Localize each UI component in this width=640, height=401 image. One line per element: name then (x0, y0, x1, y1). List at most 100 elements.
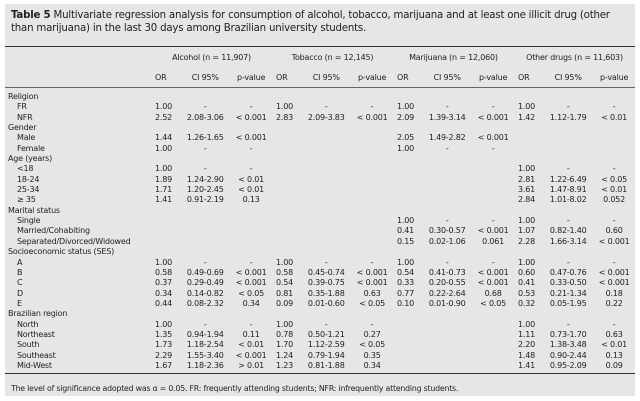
cell (230, 226, 272, 236)
cell: < 0.001 (235, 133, 267, 143)
cell: 1.12-2.59 (307, 340, 345, 350)
cell: 0.63 (363, 288, 381, 298)
table-row: Single 1.00 - - 1.00 - - (5, 216, 635, 226)
cell (393, 164, 422, 174)
cell: - (491, 102, 495, 112)
cell (301, 144, 351, 154)
cell: 0.39-0.75 (307, 278, 345, 288)
cell (422, 123, 472, 133)
cell (543, 144, 593, 154)
cell (422, 351, 472, 361)
row-label: ≥ 35 (17, 195, 36, 205)
table-row: Separated/Divorced/Widowed 0.15 0.02-1.06 0… (5, 237, 635, 247)
cell (472, 195, 514, 205)
cell: - (445, 143, 449, 153)
subheader-row: OR CI 95% p-value OR CI 95% p-value OR CI 95% p-… (5, 69, 635, 88)
cell: 0.91-2.19 (186, 195, 224, 205)
row-label: Mid-West (5, 360, 152, 375)
cell (351, 195, 393, 205)
cell: - (445, 257, 449, 267)
cell (422, 154, 472, 164)
cell: 2.09-3.83 (307, 112, 345, 122)
cell: < 0.05 (359, 340, 386, 350)
table-row: ≥ 35 1.41 0.91-2.19 0.13 2.84 1.01-8.02 0.052 (5, 195, 635, 205)
cell: 0.53 (517, 288, 535, 298)
cell (543, 133, 593, 143)
cell (180, 123, 230, 133)
cell (351, 154, 393, 164)
cell: - (324, 102, 328, 112)
cell: < 0.05 (601, 174, 628, 184)
cell (514, 247, 543, 257)
cell (351, 226, 393, 236)
regression-table: Alcohol (n = 11,907) Tobacco (n = 12,145)… (5, 46, 635, 375)
cell: 0.15 (396, 236, 414, 246)
cell (351, 309, 393, 319)
row-label: C (17, 278, 23, 288)
cell (514, 88, 543, 103)
cell: 0.37 (155, 278, 173, 288)
row-label: Separated/Divorced/Widowed (17, 236, 131, 246)
cell (422, 206, 472, 216)
cell (393, 247, 422, 257)
cell: 0.08-2.32 (186, 298, 224, 308)
cell (351, 185, 393, 195)
cell: 0.13 (242, 195, 260, 205)
cell (472, 123, 514, 133)
cell: 0.90-2.44 (549, 350, 587, 360)
cell: 1.44 (155, 133, 173, 143)
cell: < 0.001 (477, 226, 509, 236)
cell: - (491, 257, 495, 267)
cell (151, 226, 180, 236)
cell: - (249, 143, 253, 153)
cell (301, 309, 351, 319)
table-number: Table 5 (11, 10, 51, 21)
cell: < 0.01 (238, 174, 265, 184)
subheader-p-value: p-value (237, 72, 266, 82)
cell (272, 144, 301, 154)
cell: 0.05-1.95 (549, 298, 587, 308)
cell (272, 247, 301, 257)
cell (422, 360, 473, 375)
cell: 2.29 (155, 350, 173, 360)
cell (230, 237, 272, 247)
row-label: 18-24 (17, 174, 40, 184)
cell: 1.00 (276, 319, 294, 329)
cell: - (370, 319, 374, 329)
cell: - (491, 143, 495, 153)
footnote: The level of significance adopted was α … (11, 384, 459, 393)
table-row: Mid-West 1.67 1.18-2.36 > 0.01 1.23 0.81-1.88… (5, 360, 635, 375)
cell (151, 206, 180, 216)
cell (151, 154, 180, 164)
cell: - (249, 102, 253, 112)
cell: 0.34 (155, 288, 173, 298)
cell (180, 216, 230, 226)
cell (230, 216, 272, 226)
cell (393, 330, 422, 340)
cell: 0.18 (605, 288, 623, 298)
cell: 1.35 (155, 329, 173, 339)
row-label: E (17, 298, 22, 308)
cell: 0.061 (482, 236, 505, 246)
table-row: <18 1.00 - - 1.00 - - (5, 164, 635, 174)
cell (514, 309, 543, 319)
cell (272, 185, 301, 195)
cell: < 0.05 (480, 298, 507, 308)
cell: - (324, 257, 328, 267)
cell: - (445, 102, 449, 112)
cell (543, 309, 593, 319)
cell: 1.41 (155, 195, 173, 205)
cell (180, 247, 230, 257)
cell: 0.33-0.50 (549, 278, 587, 288)
cell (422, 309, 472, 319)
cell: < 0.001 (598, 236, 630, 246)
cell: < 0.05 (238, 288, 265, 298)
cell (301, 206, 351, 216)
cell (393, 320, 422, 330)
cell (272, 226, 301, 236)
cell (351, 206, 393, 216)
cell: 1.00 (396, 102, 414, 112)
cell (301, 195, 351, 205)
group-header: Tobacco (n = 12,145) (272, 46, 393, 69)
cell (301, 123, 351, 133)
